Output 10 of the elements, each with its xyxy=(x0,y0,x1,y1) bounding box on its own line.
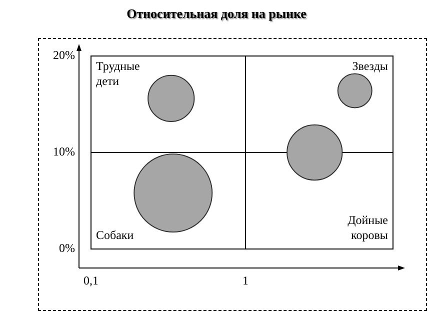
y-tick-label: 20% xyxy=(53,48,75,62)
x-tick-label: 0,1 xyxy=(84,273,98,288)
y-tick-label: 0% xyxy=(59,241,75,256)
chart-title: Относительная доля на рынке xyxy=(126,6,308,22)
annotation: Трудные дети xyxy=(96,59,140,88)
annotation: Дойные коровы xyxy=(348,213,388,242)
x-tick-label: 1 xyxy=(242,273,249,288)
annotation: Звезды xyxy=(352,59,388,74)
y-tick-label: 10% xyxy=(53,144,75,159)
annotation: Собаки xyxy=(96,228,134,242)
